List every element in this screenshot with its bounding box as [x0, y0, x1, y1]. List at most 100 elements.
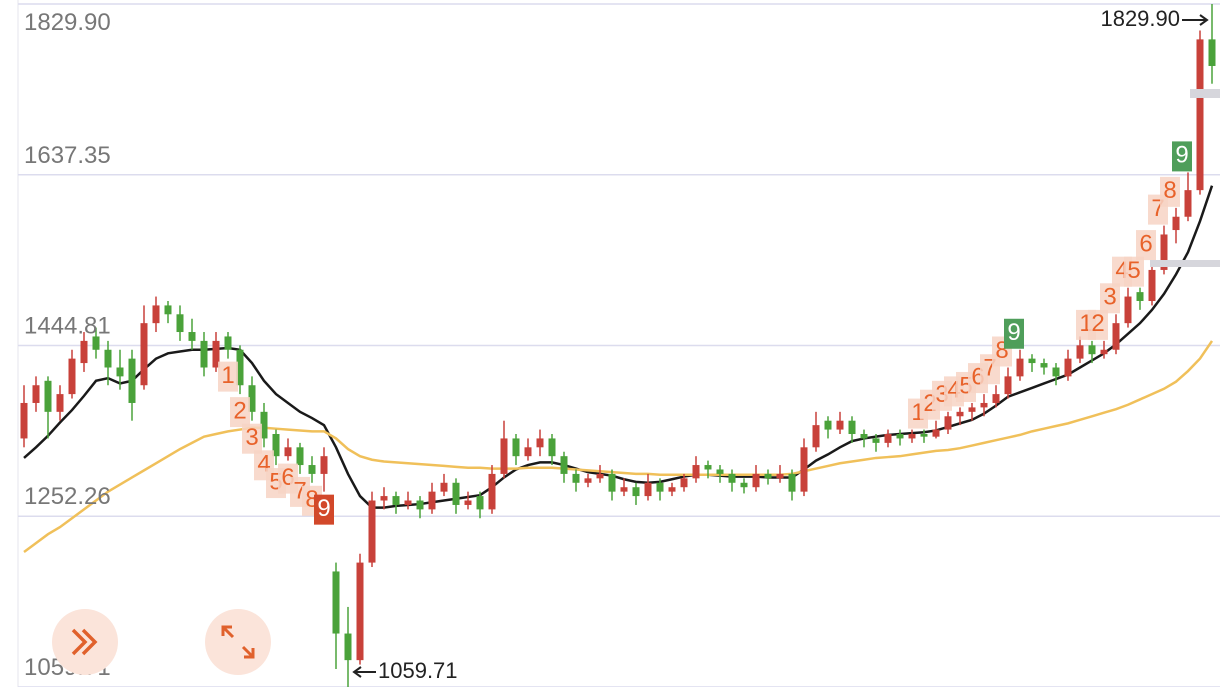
candle-body: [1100, 349, 1108, 355]
td-label: 3: [1103, 284, 1116, 311]
candle-body: [320, 456, 328, 474]
candle-body: [908, 434, 916, 439]
candle-body: [776, 473, 784, 479]
candle-body: [608, 473, 616, 492]
candle-body: [80, 340, 88, 364]
candle-body: [404, 500, 412, 505]
candle-body: [560, 456, 568, 474]
candle-body: [1208, 39, 1216, 66]
candle-body: [248, 385, 256, 412]
candle-body: [596, 473, 604, 479]
candle-body: [632, 487, 640, 497]
candle-body: [656, 482, 664, 492]
moving-average-line: [23, 340, 1214, 553]
expand-button[interactable]: [205, 609, 271, 675]
candle-body: [800, 447, 808, 492]
candle-body: [140, 323, 148, 386]
candle-body: [200, 340, 208, 368]
candle-body: [572, 473, 580, 483]
candle-body: [56, 394, 64, 412]
candle-body: [1064, 358, 1072, 377]
candle-body: [836, 420, 844, 430]
candle-body: [284, 447, 292, 457]
candle-body: [356, 562, 364, 661]
candle-body: [884, 434, 892, 443]
td-box: [1088, 309, 1108, 340]
candle-body: [440, 482, 448, 492]
candle-body: [812, 425, 820, 448]
candle-body: [644, 482, 652, 497]
candle-body: [512, 438, 520, 457]
candle-body: [1172, 216, 1180, 231]
candle-body: [164, 305, 172, 315]
td-box: [242, 423, 262, 454]
candle-body: [92, 336, 100, 350]
y-tick-label: 1444.81: [24, 312, 111, 339]
candle-body: [992, 394, 1000, 403]
candle-body: [728, 473, 736, 483]
candle-body: [32, 385, 40, 403]
candle-body: [1136, 292, 1144, 301]
candle-body: [44, 380, 52, 412]
candle-body: [488, 473, 496, 510]
candle-body: [308, 465, 316, 474]
candle-body: [860, 434, 868, 439]
candle-body: [872, 438, 880, 443]
y-tick-label: 1829.90: [24, 9, 111, 36]
td-box-complete: [1172, 141, 1192, 172]
candle-body: [500, 438, 508, 474]
candle-body: [1028, 358, 1036, 364]
candle-body: [152, 305, 160, 324]
candle-body: [1016, 358, 1024, 377]
candle-body: [20, 402, 28, 439]
candle-body: [740, 482, 748, 488]
candle-body: [1160, 234, 1168, 270]
candle-body: [1112, 323, 1120, 350]
td-box: [230, 397, 250, 428]
button-bg: [205, 609, 271, 675]
grid: [18, 3, 1220, 688]
candle-body: [1052, 367, 1060, 377]
candles: [20, 4, 1216, 687]
candle-body: [392, 496, 400, 505]
candle-body: [848, 420, 856, 435]
td-label: 6: [1139, 230, 1152, 257]
candle-body: [896, 434, 904, 439]
candle-body: [944, 416, 952, 430]
candle-body: [1124, 296, 1132, 324]
high-arrowhead: [1199, 14, 1209, 26]
candle-body: [212, 340, 220, 368]
td-box: [1160, 176, 1180, 207]
candle-body: [464, 500, 472, 505]
candle-body: [1076, 345, 1084, 359]
candle-body: [620, 487, 628, 492]
candle-body: [680, 478, 688, 488]
td-label: 5: [1127, 257, 1140, 284]
candle-body: [1196, 39, 1204, 191]
scroll-button[interactable]: [52, 609, 118, 675]
candle-body: [1004, 376, 1012, 395]
candle-body: [296, 447, 304, 466]
candle-body: [428, 491, 436, 510]
candle-body: [332, 571, 340, 634]
high-label: 1829.90: [1100, 6, 1180, 31]
td-label: 1: [221, 362, 234, 389]
candle-body: [224, 336, 232, 350]
candle-body: [668, 487, 676, 492]
low-label: 1059.71: [378, 658, 458, 683]
td-box-complete: [1004, 318, 1024, 349]
candle-body: [236, 349, 244, 386]
td-box: [1100, 283, 1120, 314]
candle-body: [920, 434, 928, 437]
candle-body: [824, 420, 832, 430]
candle-body: [548, 438, 556, 457]
candle-body: [716, 469, 724, 474]
candle-body: [116, 367, 124, 377]
candle-body: [1184, 190, 1192, 217]
td-label: 2: [233, 397, 246, 424]
td-label: 9: [1007, 319, 1020, 346]
candle-body: [452, 482, 460, 505]
td-label: 9: [1175, 142, 1188, 169]
